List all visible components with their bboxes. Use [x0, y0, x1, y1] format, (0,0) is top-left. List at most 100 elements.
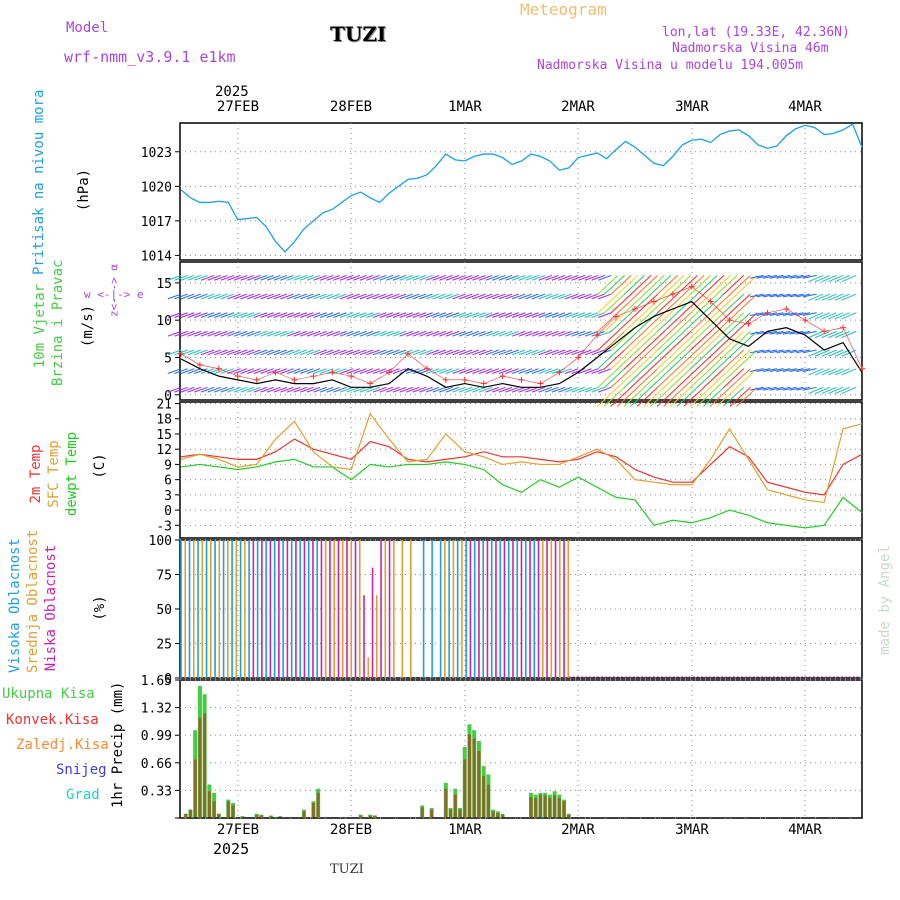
wind-barb: [564, 330, 579, 337]
precip-legend-snow: Snijeg: [56, 762, 107, 778]
panel-frame: [179, 122, 863, 261]
wind-barb: [419, 293, 433, 300]
wind-barb: [763, 349, 777, 354]
precip-bar-conv: [193, 759, 197, 818]
wind-barb: [227, 330, 241, 337]
wind-barb: [194, 274, 208, 281]
wind-barb: [531, 368, 546, 374]
wind-barb: [545, 274, 559, 281]
wind-gust-line: [180, 286, 863, 384]
wind-barb: [233, 368, 248, 374]
wind-barb: [545, 349, 559, 356]
wind-barb: [187, 349, 202, 356]
panel-frame: [179, 261, 863, 401]
wind-barb: [763, 293, 777, 298]
wind-barb: [814, 386, 831, 395]
wind-barb: [729, 386, 751, 407]
wind-barb: [194, 312, 208, 318]
wind-barb: [650, 275, 672, 295]
wind-barb: [650, 349, 672, 370]
wind-barb: [763, 312, 777, 316]
wind-barb: [458, 312, 473, 318]
wind-barb: [531, 274, 546, 281]
y-tick-label: 25: [156, 638, 172, 653]
precip-bar-conv: [316, 792, 320, 818]
wind-barb: [623, 349, 645, 370]
wind-barb: [492, 349, 506, 356]
wind-barb: [306, 386, 321, 393]
wind-barb: [280, 312, 294, 318]
wind-barb: [617, 293, 639, 314]
wind-barb: [802, 274, 817, 279]
wind-barb: [650, 312, 672, 333]
wind-barb: [597, 293, 619, 314]
wind-barb: [399, 386, 413, 393]
wind-barb: [180, 330, 195, 337]
wind-barb: [445, 293, 460, 300]
wind-barb: [769, 312, 784, 316]
wind-barb: [333, 368, 347, 374]
wind-barb: [709, 349, 731, 370]
wind-barb: [796, 293, 811, 298]
wind-barb: [676, 331, 698, 351]
wind-barb: [722, 349, 745, 370]
wind-barb: [564, 274, 579, 281]
wind-barb: [200, 386, 215, 393]
wind-barb: [808, 349, 824, 357]
wind-barb: [669, 349, 692, 370]
precip-bar-conv: [501, 814, 505, 818]
wind-barb: [531, 349, 546, 356]
wind-barb: [200, 293, 215, 300]
wind-barb: [630, 275, 652, 295]
wind-barb: [749, 330, 764, 335]
wind-barb: [346, 293, 360, 300]
wind-barb: [359, 386, 374, 393]
wind-barb: [253, 293, 268, 300]
wind-barb: [478, 293, 493, 300]
wind-barb: [782, 293, 797, 298]
wind-barb: [386, 293, 400, 300]
wind-barb: [841, 274, 857, 283]
precip-bar-conv: [184, 813, 188, 818]
wind-barb: [359, 293, 374, 300]
wind-barb: [339, 330, 354, 337]
top-year-label: 2025: [215, 84, 249, 100]
wind-barb: [531, 312, 546, 318]
wind-barb: [399, 349, 413, 356]
wind-barb: [545, 386, 559, 393]
precip-bar-conv: [496, 812, 500, 818]
wind-barb: [834, 368, 850, 376]
wind-barb: [492, 330, 506, 337]
wind-barb: [722, 386, 745, 407]
wind-barb: [386, 330, 400, 337]
wind-barb: [597, 312, 619, 333]
wind-barb: [432, 293, 447, 300]
y-tick-label: 6: [164, 474, 172, 489]
wind-barb: [525, 312, 539, 318]
wind-barb: [220, 349, 235, 356]
wind-barb: [286, 312, 301, 318]
wind-barb: [571, 349, 586, 356]
wind-barb: [584, 274, 599, 281]
wind-barb: [280, 330, 294, 337]
wind-barb: [260, 312, 274, 318]
wind-barb: [359, 330, 374, 337]
wind-barb: [663, 275, 685, 295]
wind-barb: [683, 349, 705, 370]
wind-barb: [240, 386, 255, 393]
wind-barb: [472, 330, 486, 337]
wind-barb: [200, 274, 215, 281]
wind-barb: [525, 386, 539, 393]
wind-barb: [240, 274, 255, 281]
wind-barb: [689, 349, 712, 370]
wind-barb: [630, 368, 652, 389]
wind-barb: [174, 368, 188, 374]
precip-legend-conv: Konvek.Kisa: [6, 712, 99, 728]
wind-barb: [525, 368, 539, 374]
wind-barb: [492, 312, 506, 318]
precip-bar-conv: [212, 801, 216, 818]
wind-barb: [386, 312, 400, 318]
wind-barb: [650, 293, 672, 314]
wind-barb: [432, 368, 447, 374]
precip-bar-conv: [302, 811, 306, 818]
